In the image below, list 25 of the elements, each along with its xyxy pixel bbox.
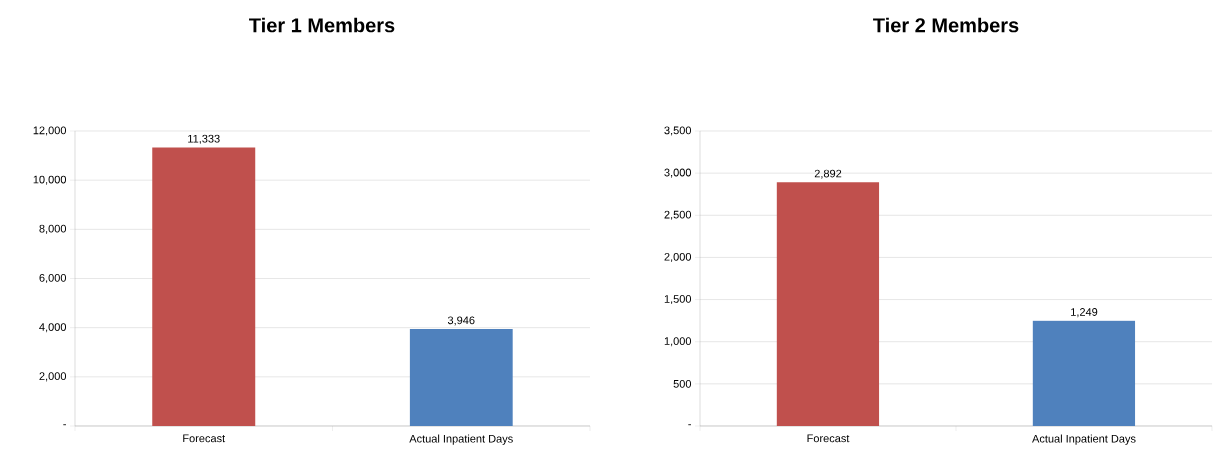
data-label: 1,249: [1071, 308, 1098, 318]
y-tick-label: 8,000: [39, 224, 67, 234]
y-tick-label: 2,500: [664, 210, 692, 220]
y-tick-label: 6,000: [39, 273, 67, 284]
y-tick-label: 2,000: [664, 252, 692, 262]
y-tick-label: -: [688, 424, 691, 426]
x-tick-label: Actual Inpatient Days: [1032, 434, 1136, 445]
x-tick-label: Forecast: [807, 434, 850, 443]
y-tick-label: -: [63, 424, 66, 426]
data-label: 3,946: [447, 316, 475, 326]
data-label: 11,333: [188, 134, 220, 144]
y-tick-label: 1,500: [664, 295, 692, 305]
x-tick-label: Actual Inpatient Days: [409, 434, 513, 445]
y-tick-label: 1,000: [664, 337, 692, 347]
y-tick-label: 12,000: [33, 126, 67, 136]
y-tick-label: 2,000: [39, 372, 67, 382]
y-tick-label: 500: [673, 379, 692, 388]
y-tick-label: 3,000: [664, 168, 692, 178]
y-tick-label: 10,000: [33, 175, 67, 185]
y-tick-label: 4,000: [39, 323, 67, 333]
chart-title: Tier 1 Members: [249, 17, 395, 33]
data-label: 2,892: [814, 169, 842, 179]
chart-title: Tier 2 Members: [873, 17, 1019, 33]
x-tick-label: Forecast: [183, 434, 226, 443]
y-tick-label: 3,500: [664, 126, 692, 136]
